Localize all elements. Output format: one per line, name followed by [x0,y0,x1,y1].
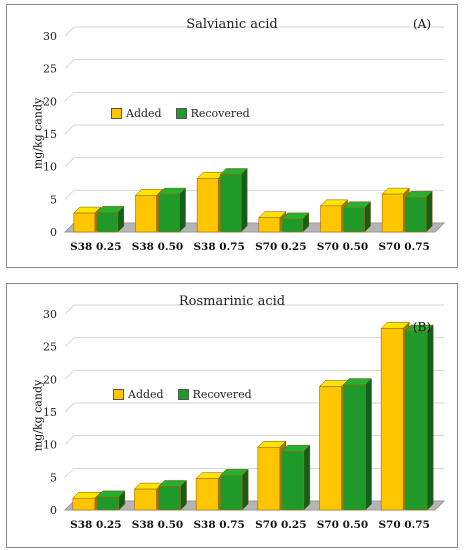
legend-added-swatch [113,389,124,400]
gridline [64,124,444,135]
y-tick-label: 0 [50,504,57,517]
bar-added [320,205,342,233]
x-tick-label: S38 0.25 [70,241,121,253]
x-tick-label: S70 0.75 [378,241,429,253]
y-tick-label: 15 [43,128,57,141]
bar-added [134,488,157,511]
chart-b-title: Rosmarinic acid [178,294,286,309]
gridline [64,91,444,102]
bar-recovered-side [303,444,311,511]
y-tick-label: 30 [43,308,57,321]
x-tick-label: S38 0.75 [193,519,244,531]
bar-recovered-side [240,167,248,233]
gridline [64,26,444,37]
chart-b-ylabel: mg/kg candy [31,379,45,452]
chart-b-plot: 0 5 10 15 20 25 30 S38 0.25 S38 0.50 S38 0.75 S70 … [43,304,446,531]
y-tick-label: 5 [50,471,57,484]
bar-recovered [343,384,366,511]
bar-recovered-side [426,324,434,511]
bar-added [381,193,404,233]
y-tick-label: 5 [50,193,57,206]
chart-a-title: Salvianic acid [186,17,278,32]
gridline [64,59,444,70]
chart-a-plot: 0 5 10 15 20 25 30 S38 0.25 S38 0.50 S38 0.75 S70 … [43,26,446,253]
x-tick-label: S38 0.50 [132,241,183,253]
y-tick-label: 10 [43,161,57,174]
gridline [64,157,444,168]
legend-recovered-swatch [177,389,189,400]
y-tick-label: 10 [43,439,57,452]
chart-a-legend: Added Recovered [111,107,250,120]
bar-recovered-side [241,468,249,511]
bar-added [258,217,281,233]
bar-added [196,178,219,233]
bar-recovered [96,496,120,511]
legend-recovered-label: Recovered [190,107,250,120]
y-tick-label: 25 [43,341,57,354]
bar-added [73,212,96,233]
bar-recovered-side [179,187,186,233]
x-tick-label: S38 0.25 [70,519,121,531]
bar-recovered [158,486,181,511]
y-tick-label: 0 [50,226,57,239]
legend-recovered-swatch [175,108,187,119]
bar-added [380,328,404,511]
y-tick-label: 20 [43,373,57,386]
gridline [64,304,444,315]
legend-recovered-label: Recovered [192,388,252,401]
bar-added [135,195,157,233]
bar-recovered-side [425,190,433,233]
bar-recovered [281,218,304,233]
legend-added-label: Added [126,107,162,120]
chart-a-ylabel: mg/kg candy [31,97,45,170]
legend-added-label: Added [128,388,164,401]
gridline [64,369,444,380]
bar-recovered [158,193,180,233]
chart-b-legend: Added Recovered [113,388,252,401]
x-tick-label: S70 0.50 [317,241,368,253]
bar-added [319,386,342,511]
bar-recovered [343,207,365,233]
x-tick-label: S70 0.25 [255,241,306,253]
y-tick-label: 30 [43,30,57,43]
chart-panel-b: 0 5 10 15 20 25 30 S38 0.25 S38 0.50 S38 0.75 S70 … [6,283,458,548]
x-tick-label: S38 0.50 [132,519,183,531]
legend-added-swatch [111,108,122,119]
bar-recovered [96,212,119,233]
chart-panel-a: 0 5 10 15 20 25 30 S38 0.25 S38 0.50 S38 0.75 S70 … [6,4,458,268]
bar-recovered [219,174,242,233]
y-tick-label: 25 [43,63,57,76]
y-tick-label: 15 [43,406,57,419]
bar-recovered [404,330,428,511]
bar-recovered [281,450,305,511]
bar-added [257,446,281,511]
x-tick-label: S70 0.75 [378,519,429,531]
bar-recovered [404,197,427,233]
chart-a-panel-label: (A) [412,17,431,31]
x-tick-label: S38 0.75 [193,241,244,253]
bar-recovered [219,475,243,511]
y-tick-label: 20 [43,95,57,108]
bar-added [72,497,96,511]
gridline [64,337,444,348]
bar-added [195,478,219,511]
x-tick-label: S70 0.50 [317,519,368,531]
bar-recovered-side [365,377,372,511]
chart-b-panel-label: (B) [412,320,431,334]
x-tick-label: S70 0.25 [255,519,306,531]
gridline [64,189,444,200]
